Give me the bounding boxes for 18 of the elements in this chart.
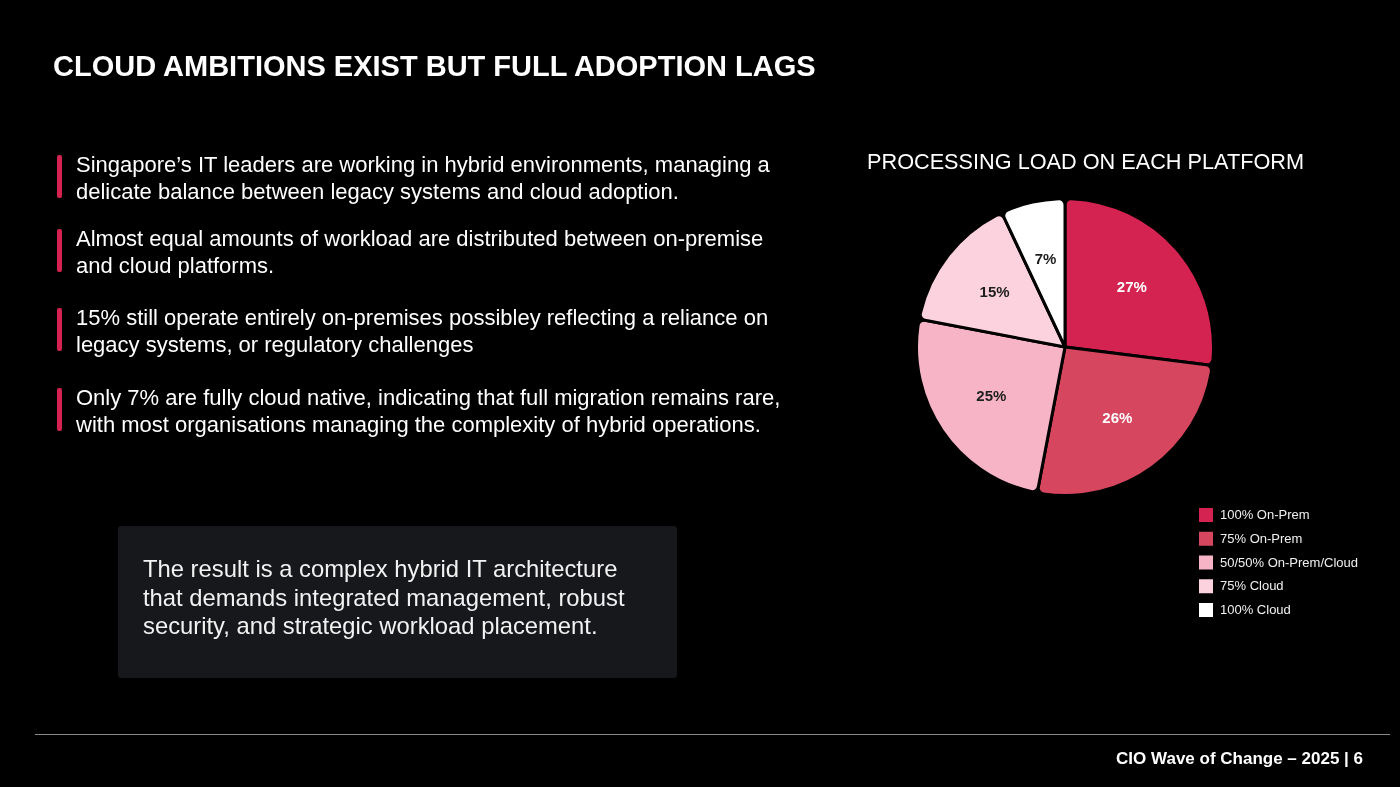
text: CIO Wave of Change – 2025 | 6: [1116, 749, 1363, 769]
legend-label: 50/50% On-Prem/Cloud: [1220, 554, 1359, 570]
text: CLOUD AMBITIONS EXIST BUT FULL ADOPTION LAGS: [53, 49, 816, 83]
chart-subtitle: PROCESSING LOAD ON EACH PLATFORM: [867, 149, 1305, 175]
text: Only 7% are fully cloud native, indicating that full migration remains rare, with most organisations managing the complexity of hybrid operations.: [76, 384, 782, 438]
legend-label: 75% Cloud: [1220, 578, 1284, 594]
text: 15% still operate entirely on-premises possibley reflecting a reliance on legacy systems, or regulatory challenges: [76, 304, 770, 358]
legend-label: 100% On-Prem: [1220, 507, 1310, 523]
legend-label: 100% Cloud: [1220, 602, 1291, 618]
data-label: 26%: [1102, 409, 1133, 427]
data-label: 25%: [976, 387, 1007, 405]
text: Almost equal amounts of workload are distributed between on-premise and cloud platforms.: [76, 225, 765, 279]
legend-label: 75% On-Prem: [1220, 530, 1303, 546]
data-label: 27%: [1116, 278, 1147, 296]
text: Singapore’s IT leaders are working in hybrid environments, managing a delicate balance between legacy systems and cloud adoption.: [76, 151, 771, 205]
data-label: 7%: [1034, 250, 1057, 268]
text: The result is a complex hybrid IT architecture that demands integrated management, robust security, and strategic workload placement.: [143, 555, 626, 641]
data-label: 15%: [979, 282, 1010, 300]
